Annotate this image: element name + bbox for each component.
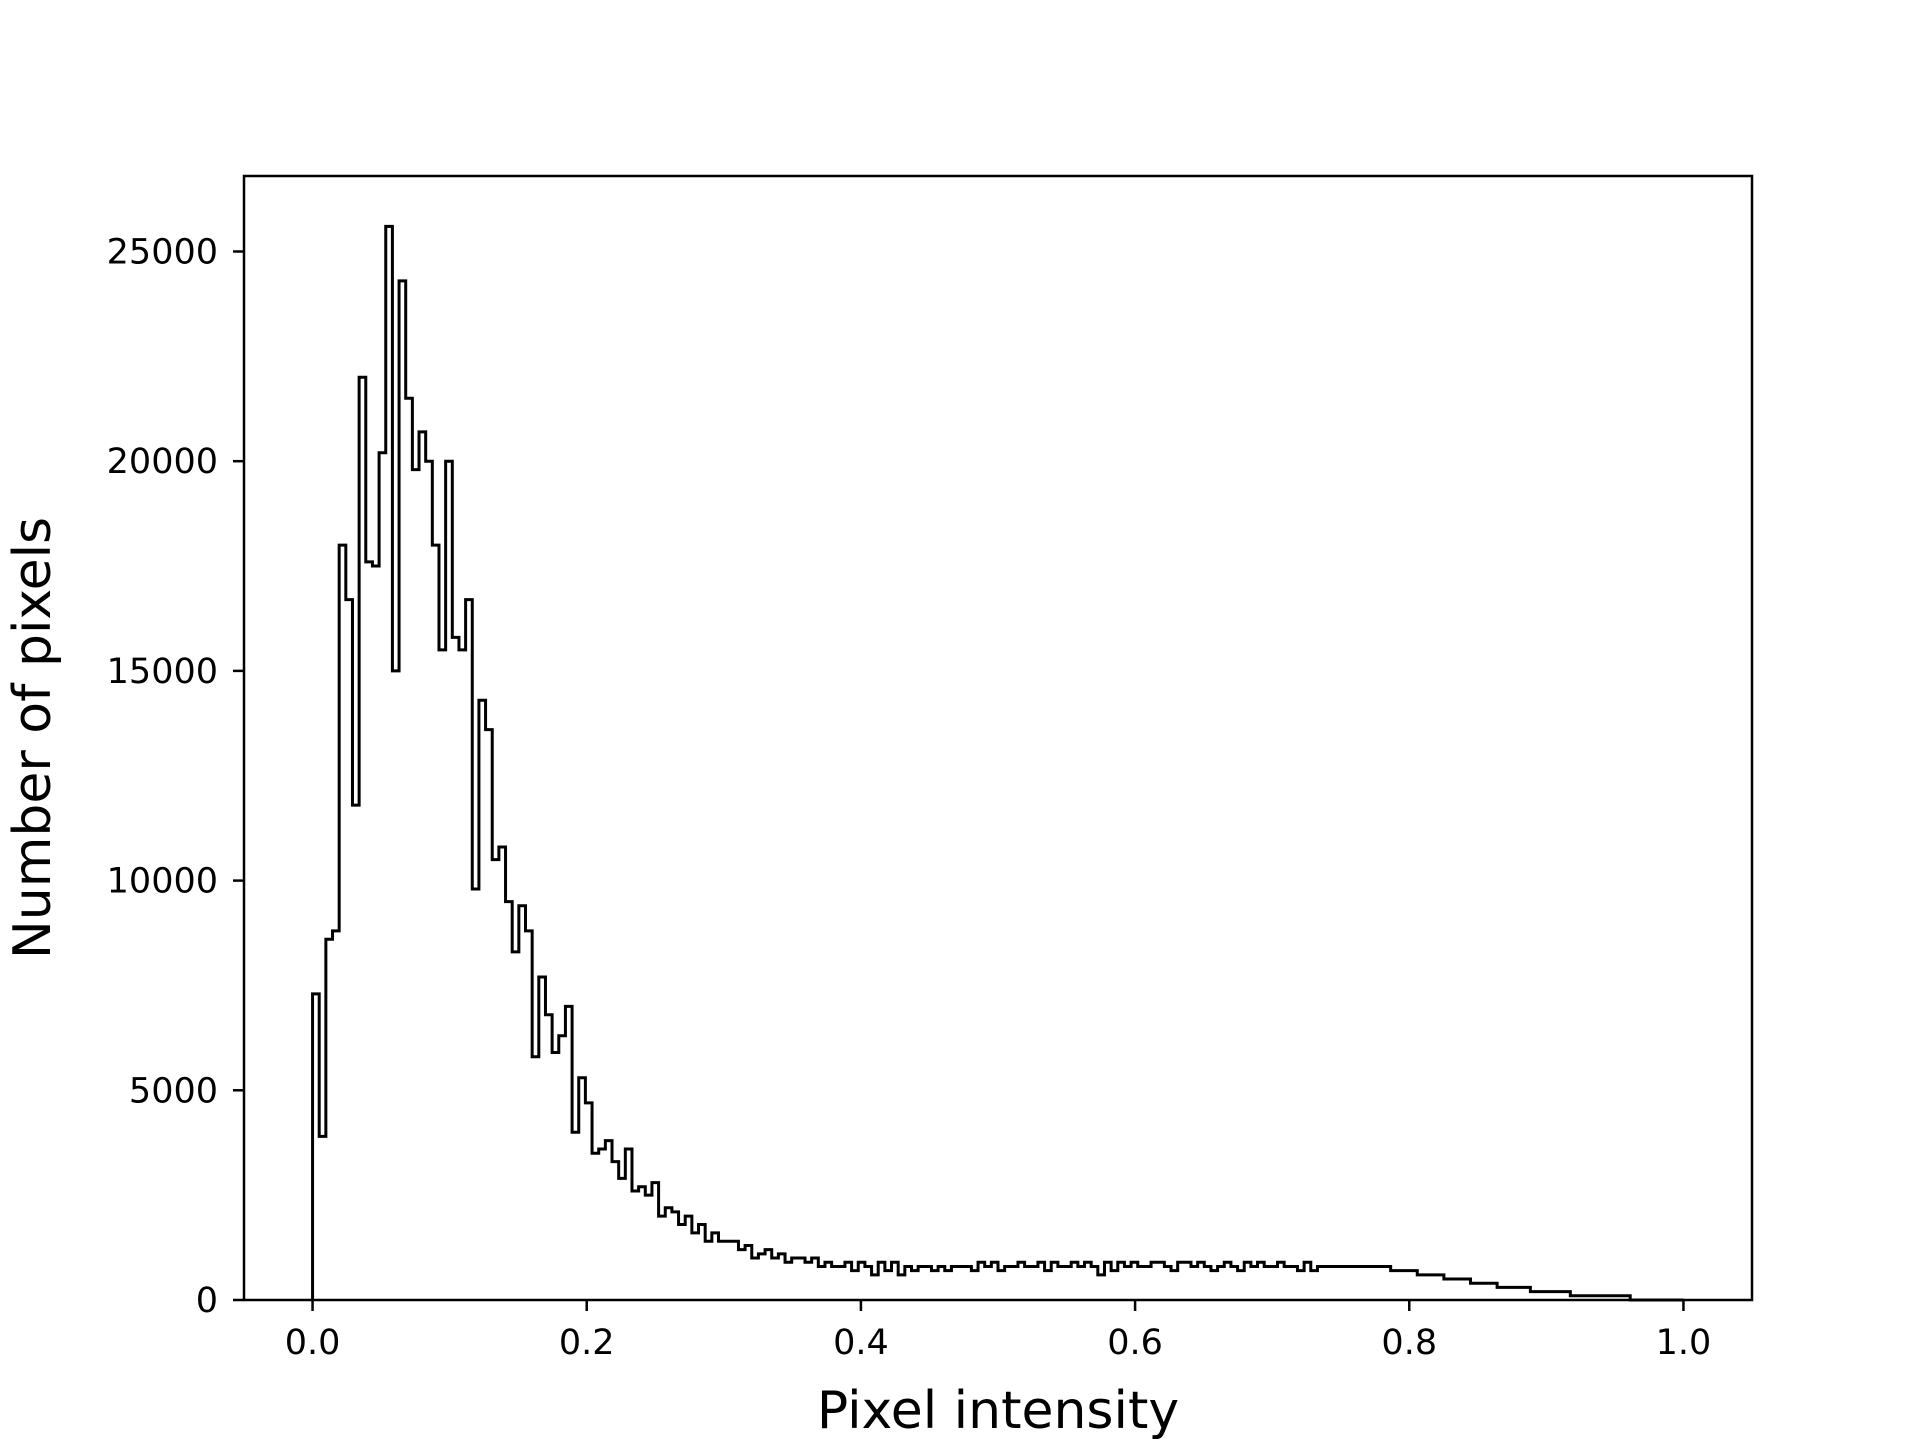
y-tick-label: 5000 xyxy=(129,1071,218,1111)
ticks-layer: 0.0 0.2 0.4 0.6 0.8 1.0 0 5000 10000 15000 20000 25… xyxy=(107,232,1712,1363)
x-tick-label: 0.8 xyxy=(1381,1323,1437,1363)
plot-frame xyxy=(242,174,1754,1302)
y-axis-label: Number of pixels xyxy=(3,517,63,959)
y-tick-label: 0 xyxy=(196,1281,218,1321)
y-tick-label: 25000 xyxy=(107,232,218,272)
y-tick-label: 15000 xyxy=(107,652,218,692)
x-axis-label: Pixel intensity xyxy=(817,1381,1179,1440)
x-tick-label: 0.0 xyxy=(285,1323,341,1363)
y-tick-label: 20000 xyxy=(107,442,218,482)
x-tick-label: 0.2 xyxy=(559,1323,615,1363)
histogram-step-line xyxy=(311,224,1684,1302)
y-tick-label: 10000 xyxy=(107,862,218,902)
x-tick-label: 0.4 xyxy=(833,1323,889,1363)
x-tick-label: 0.6 xyxy=(1107,1323,1163,1363)
x-tick-label: 1.0 xyxy=(1656,1323,1712,1363)
